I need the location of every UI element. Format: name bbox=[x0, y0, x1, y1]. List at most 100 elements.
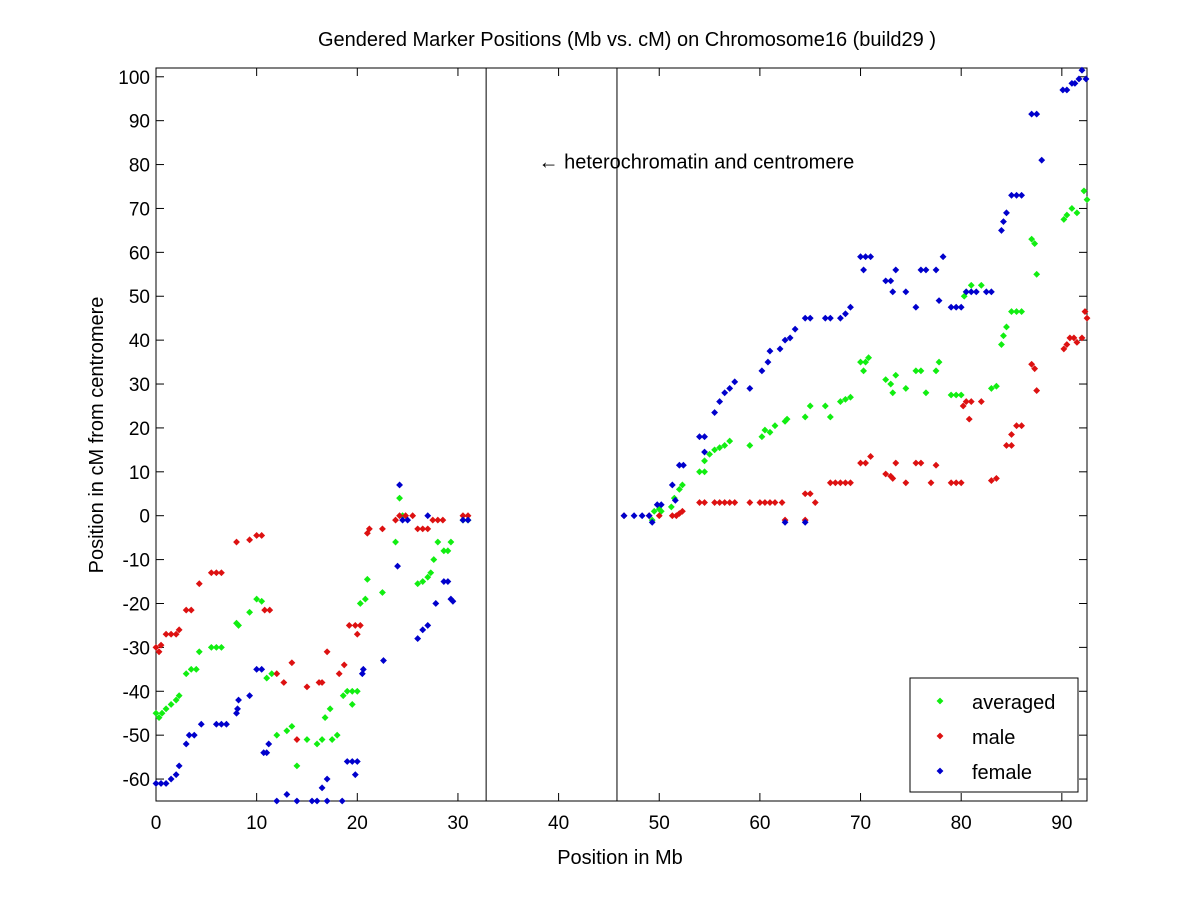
averaged-point bbox=[434, 538, 442, 546]
female-point bbox=[380, 657, 387, 664]
female-point bbox=[716, 398, 724, 406]
male-point bbox=[1060, 345, 1068, 353]
female-point bbox=[766, 347, 774, 355]
male-point bbox=[258, 532, 266, 539]
averaged-point bbox=[932, 367, 940, 375]
y-tick-label: -30 bbox=[123, 638, 150, 659]
y-tick-label: 20 bbox=[129, 419, 150, 440]
female-point bbox=[892, 266, 900, 274]
x-tick-label: 60 bbox=[749, 813, 770, 834]
averaged-point bbox=[444, 547, 452, 555]
male-point bbox=[365, 525, 373, 533]
female-point bbox=[758, 367, 766, 375]
female-point bbox=[860, 266, 867, 274]
female-point bbox=[182, 740, 190, 748]
female-point bbox=[701, 433, 708, 441]
y-tick-label: -60 bbox=[123, 770, 150, 791]
averaged-point bbox=[862, 358, 869, 366]
averaged-point bbox=[348, 701, 356, 708]
male-point bbox=[927, 479, 935, 487]
male-point bbox=[266, 606, 274, 614]
averaged-point bbox=[263, 674, 271, 682]
female-point bbox=[721, 389, 729, 397]
female-point bbox=[167, 775, 175, 783]
averaged-point bbox=[922, 389, 930, 397]
male-point bbox=[195, 580, 203, 588]
male-point bbox=[233, 538, 240, 546]
legend-marker-female bbox=[936, 767, 944, 775]
male-point bbox=[280, 679, 288, 686]
averaged-point bbox=[246, 608, 254, 616]
averaged-point bbox=[162, 705, 170, 713]
female-point bbox=[258, 665, 266, 673]
male-point bbox=[217, 569, 225, 577]
male-point bbox=[811, 499, 819, 506]
male-point bbox=[655, 512, 663, 520]
male-point bbox=[409, 512, 417, 520]
male-point bbox=[992, 474, 1000, 482]
male-point bbox=[424, 525, 432, 533]
male-point bbox=[1031, 365, 1039, 373]
female-point bbox=[701, 448, 708, 456]
male-point bbox=[965, 415, 973, 423]
male-point bbox=[1070, 334, 1078, 342]
female-point bbox=[323, 797, 331, 805]
male-point bbox=[172, 630, 180, 638]
male-point bbox=[335, 670, 343, 678]
averaged-point bbox=[726, 437, 734, 445]
averaged-point bbox=[313, 740, 321, 748]
averaged-point bbox=[258, 597, 266, 605]
averaged-point bbox=[967, 281, 975, 289]
female-point bbox=[1063, 86, 1071, 94]
female-point bbox=[847, 303, 854, 311]
averaged-point bbox=[379, 589, 386, 596]
male-point bbox=[957, 479, 965, 487]
female-point bbox=[1038, 156, 1046, 164]
x-tick-label: 0 bbox=[151, 813, 162, 834]
y-tick-label: 60 bbox=[129, 243, 150, 264]
averaged-point bbox=[414, 580, 422, 588]
averaged-point bbox=[1063, 211, 1071, 219]
male-point bbox=[379, 525, 386, 533]
female-point bbox=[922, 266, 930, 274]
averaged-point bbox=[339, 692, 347, 700]
x-tick-label: 40 bbox=[548, 813, 569, 834]
female-point bbox=[806, 314, 814, 322]
plot-frame bbox=[155, 67, 1088, 802]
y-tick-label: 100 bbox=[118, 68, 150, 89]
male-point bbox=[882, 470, 890, 478]
female-point bbox=[162, 780, 170, 787]
female-point bbox=[293, 797, 301, 805]
female-point bbox=[190, 731, 198, 739]
x-tick-label: 30 bbox=[447, 813, 468, 834]
male-point bbox=[778, 499, 786, 506]
female-point bbox=[172, 771, 180, 779]
averaged-point bbox=[175, 692, 183, 700]
female-point bbox=[791, 325, 799, 333]
female-point bbox=[726, 384, 734, 392]
female-point bbox=[318, 784, 326, 792]
averaged-point bbox=[806, 402, 814, 410]
female-point bbox=[359, 665, 367, 673]
male-point bbox=[323, 648, 331, 656]
averaged-point bbox=[758, 433, 766, 441]
averaged-point bbox=[430, 556, 438, 564]
female-point bbox=[620, 512, 628, 520]
male-point bbox=[1083, 314, 1091, 322]
averaged-point bbox=[419, 578, 427, 585]
y-tick-label: 30 bbox=[129, 375, 150, 396]
male-point bbox=[402, 512, 410, 520]
male-point bbox=[353, 630, 361, 638]
averaged-point bbox=[977, 281, 985, 289]
male-point bbox=[1008, 442, 1015, 449]
averaged-point bbox=[158, 709, 166, 717]
averaged-point bbox=[836, 398, 844, 406]
averaged-point bbox=[998, 341, 1005, 348]
series-female bbox=[152, 66, 1090, 805]
y-tick-label: -10 bbox=[123, 551, 150, 572]
male-point bbox=[731, 499, 739, 506]
male-point bbox=[293, 736, 301, 743]
female-point bbox=[776, 345, 784, 353]
averaged-point bbox=[1060, 216, 1068, 223]
averaged-point bbox=[217, 643, 225, 651]
